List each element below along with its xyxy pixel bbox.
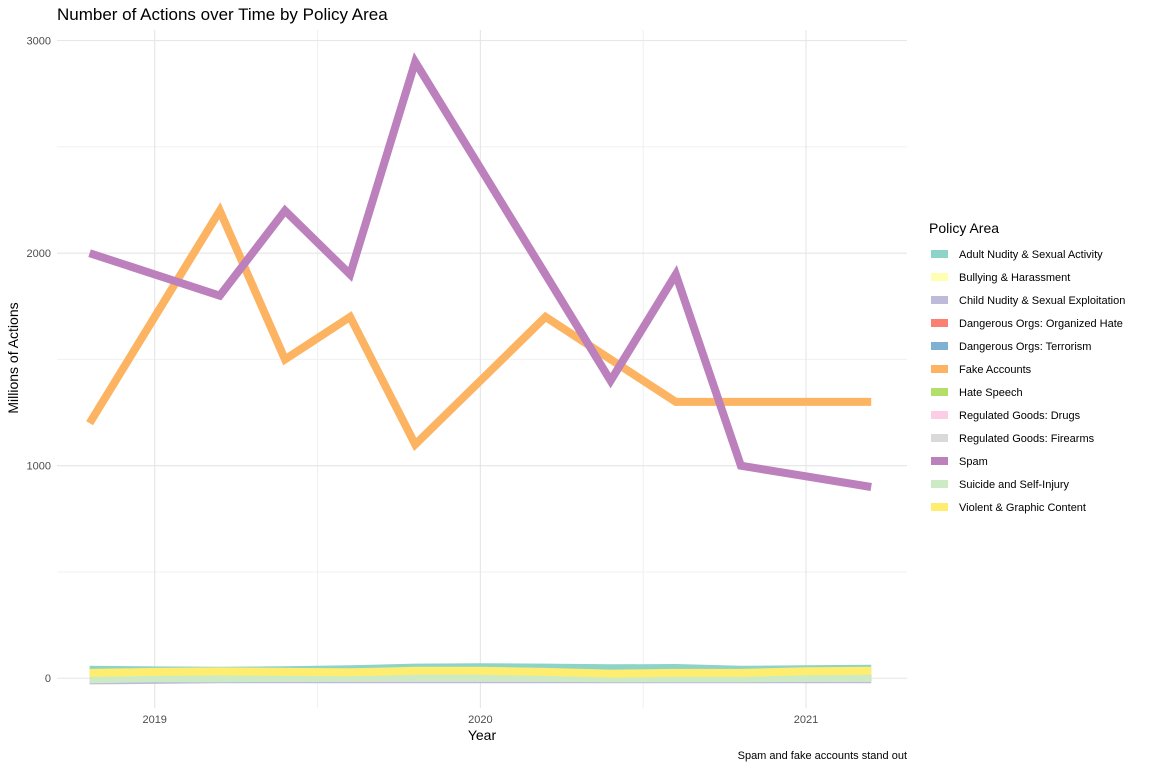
chart-caption: Spam and fake accounts stand out: [738, 750, 907, 762]
chart-title: Number of Actions over Time by Policy Ar…: [57, 5, 388, 24]
legend-label-bullying-harassment: Bullying & Harassment: [959, 272, 1070, 284]
legend-label-hate-speech: Hate Speech: [959, 387, 1023, 399]
legend-key-suicide-and-self-injury: [931, 480, 948, 488]
legend-key-hate-speech: [931, 388, 948, 396]
legend-label-adult-nudity-sexual-activity: Adult Nudity & Sexual Activity: [959, 249, 1103, 261]
legend-label-violent-graphic-content: Violent & Graphic Content: [959, 502, 1086, 514]
legend-label-dangerous-orgs-terrorism: Dangerous Orgs: Terrorism: [959, 341, 1091, 353]
legend-label-dangerous-orgs-organized-hate: Dangerous Orgs: Organized Hate: [959, 318, 1123, 330]
legend-key-dangerous-orgs-terrorism: [931, 342, 948, 350]
legend: Policy Area Adult Nudity & Sexual Activi…: [929, 220, 1125, 514]
y-axis-ticks: 0 1000 2000 3000: [27, 36, 51, 686]
x-tick-label: 2019: [142, 714, 166, 726]
legend-title: Policy Area: [929, 220, 999, 236]
x-axis-ticks: 2019 2020 2021: [142, 714, 818, 726]
legend-key-fake-accounts: [931, 365, 948, 373]
y-tick-label: 1000: [27, 461, 51, 473]
x-axis-label: Year: [468, 727, 497, 743]
legend-label-fake-accounts: Fake Accounts: [959, 364, 1032, 376]
legend-label-child-nudity-sexual-exploitation: Child Nudity & Sexual Exploitation: [959, 295, 1125, 307]
legend-key-violent-graphic-content: [931, 503, 948, 511]
legend-label-regulated-goods-firearms: Regulated Goods: Firearms: [959, 433, 1095, 445]
legend-label-spam: Spam: [959, 456, 988, 468]
x-tick-label: 2021: [794, 714, 818, 726]
legend-key-bullying-harassment: [931, 273, 948, 281]
legend-key-spam: [931, 457, 948, 465]
series-line-fake-accounts: [86, 202, 872, 452]
legend-key-regulated-goods-drugs: [931, 411, 948, 419]
legend-key-child-nudity-sexual-exploitation: [931, 296, 948, 304]
series-lines: [86, 52, 872, 685]
y-tick-label: 3000: [27, 36, 51, 48]
x-tick-label: 2020: [468, 714, 492, 726]
legend-label-suicide-and-self-injury: Suicide and Self-Injury: [959, 479, 1070, 491]
y-tick-label: 2000: [27, 248, 51, 260]
series-line-suicide-and-self-injury: [89, 673, 872, 684]
series-line-violent-graphic-content: [89, 666, 872, 678]
y-axis-label: Millions of Actions: [5, 302, 21, 413]
legend-key-dangerous-orgs-organized-hate: [931, 319, 948, 327]
y-tick-label: 0: [45, 673, 51, 685]
legend-key-adult-nudity-sexual-activity: [931, 250, 948, 258]
legend-label-regulated-goods-drugs: Regulated Goods: Drugs: [959, 410, 1081, 422]
legend-key-regulated-goods-firearms: [931, 434, 948, 442]
series-line-spam: [88, 52, 872, 491]
gridlines: [57, 30, 907, 708]
